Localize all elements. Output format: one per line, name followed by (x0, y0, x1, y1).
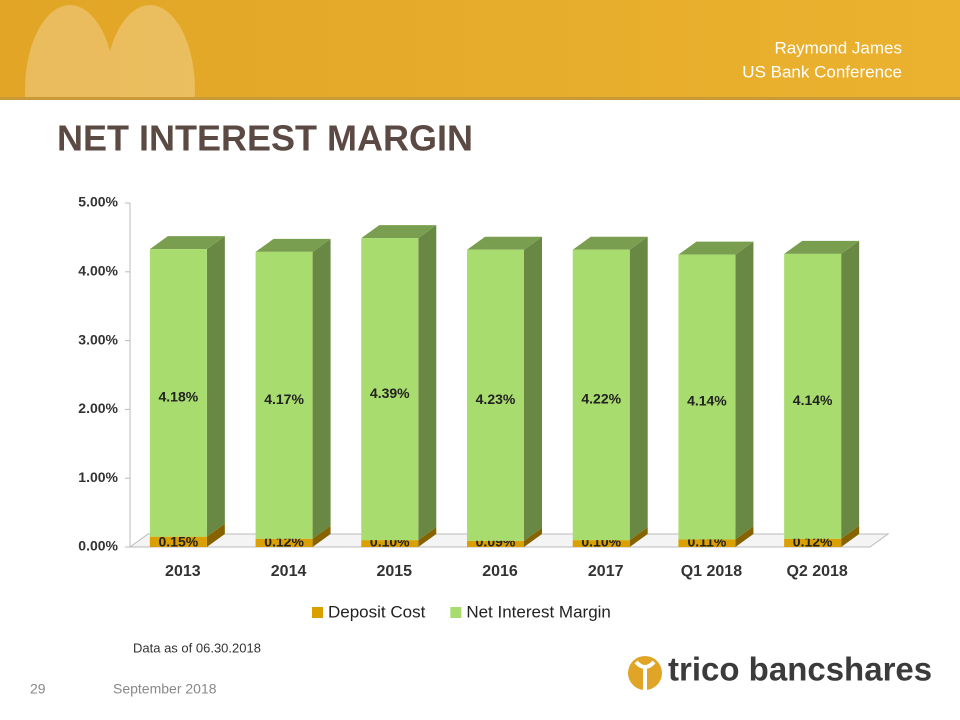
page-number: 29 (30, 681, 46, 697)
bar-top (149, 236, 225, 250)
bar-top (572, 236, 648, 250)
legend-swatch (312, 607, 323, 618)
bar (149, 536, 207, 547)
bar (572, 540, 630, 547)
x-tick-label: 2015 (376, 563, 412, 580)
bar (149, 249, 207, 537)
bar-side (735, 241, 754, 540)
data-label: 4.23% (476, 391, 516, 407)
bar (255, 538, 313, 547)
chart: 0.00% 1.00% 2.00% 3.00% 4.00% 5.00% 0.15% 4.18%… (78, 194, 890, 621)
y-tick-label: 0.00% (78, 538, 118, 554)
bar (784, 538, 842, 547)
bar-side (418, 527, 437, 547)
x-tick-label: 2017 (588, 563, 624, 580)
data-label: 4.22% (581, 391, 621, 407)
logo-text: trico bancshares (668, 651, 932, 688)
y-tick-label: 1.00% (78, 469, 118, 485)
header-emblem (25, 5, 195, 175)
bar-side (524, 236, 542, 541)
slide-title: NET INTEREST MARGIN (57, 118, 473, 159)
data-label: 4.14% (793, 392, 833, 408)
footer-date: September 2018 (113, 681, 217, 697)
data-label: 4.17% (264, 391, 304, 407)
bar (467, 249, 524, 541)
x-tick-label: 2013 (165, 563, 201, 580)
legend-label: Net Interest Margin (466, 602, 611, 621)
bar-side (735, 526, 754, 547)
data-label: 4.18% (159, 389, 199, 405)
y-tick-label: 3.00% (78, 331, 118, 347)
data-label: 4.14% (687, 393, 727, 409)
header-rule (0, 97, 960, 100)
bar-top (255, 238, 331, 252)
bar-side (418, 225, 437, 541)
bar (361, 540, 419, 547)
bar (784, 253, 842, 539)
bar-top (361, 225, 437, 239)
data-note: Data as of 06.30.2018 (133, 640, 261, 655)
header-line2: US Bank Conference (742, 62, 902, 81)
bar-side (629, 236, 648, 541)
bar-side (629, 527, 648, 547)
bar (361, 238, 419, 541)
y-tick-label: 5.00% (78, 194, 118, 210)
bar-top (678, 241, 754, 255)
bar-side (206, 236, 225, 537)
bar-side (841, 525, 860, 547)
bar-side (206, 523, 225, 547)
bar (255, 251, 313, 539)
bar-side (841, 240, 860, 539)
x-tick-label: Q2 2018 (786, 563, 847, 580)
y-tick-label: 2.00% (78, 400, 118, 416)
bar (467, 540, 524, 547)
data-label: 4.39% (370, 385, 410, 401)
data-label: 0.15% (159, 534, 199, 550)
legend-label: Deposit Cost (328, 602, 426, 621)
bar (572, 249, 630, 541)
bar (678, 254, 736, 540)
y-tick-label: 4.00% (78, 263, 118, 279)
logo-icon (628, 656, 662, 690)
legend-swatch (450, 607, 462, 618)
bar-side (312, 238, 331, 539)
x-tick-label: 2014 (271, 563, 307, 580)
x-tick-label: 2016 (482, 563, 518, 580)
header-banner (0, 0, 960, 97)
header-line1: Raymond James (774, 38, 902, 57)
bar-top (784, 240, 860, 254)
bar-side (524, 527, 542, 547)
bar-side (312, 525, 331, 547)
bar-top (467, 236, 542, 250)
x-tick-label: Q1 2018 (681, 563, 742, 580)
bar (678, 539, 736, 547)
